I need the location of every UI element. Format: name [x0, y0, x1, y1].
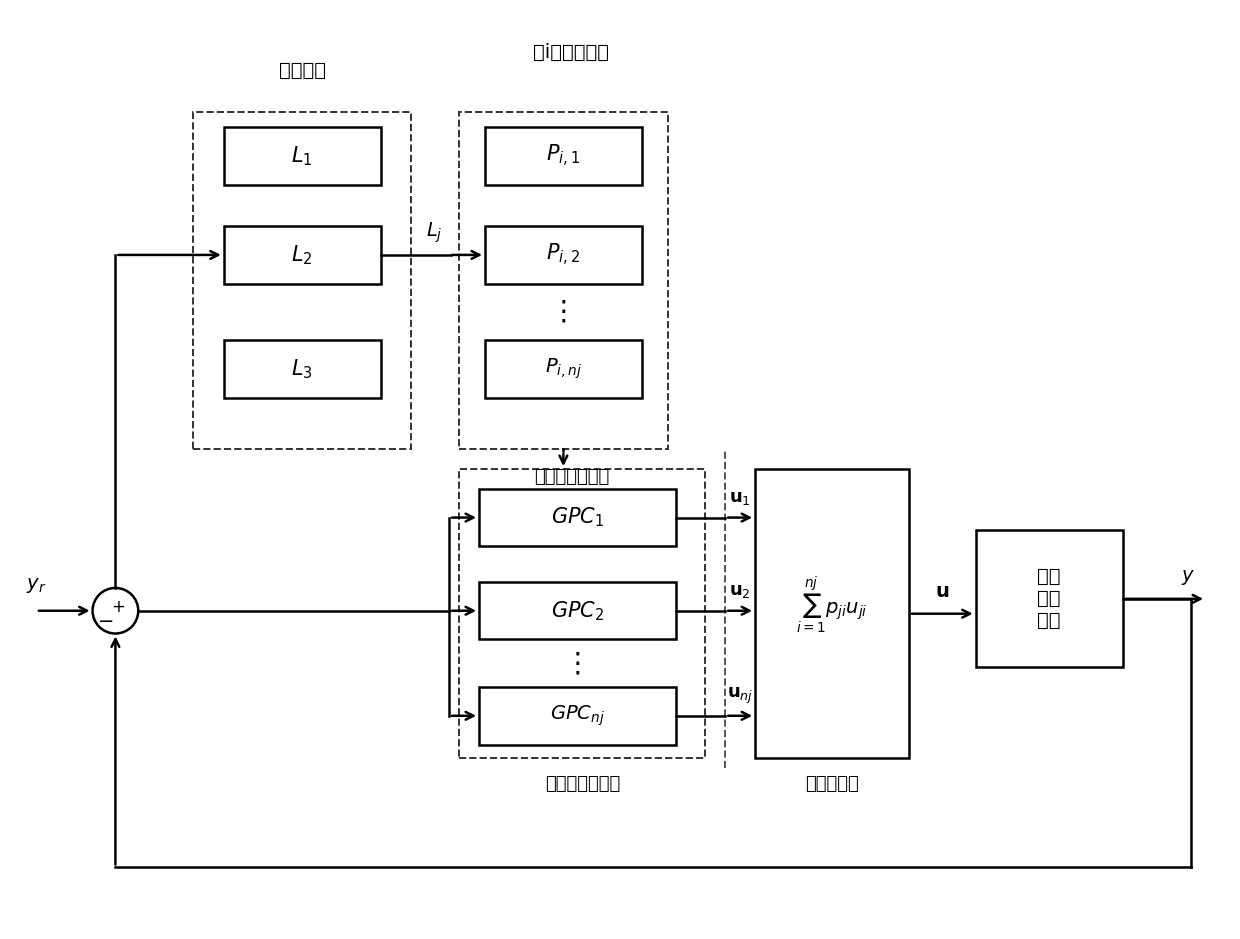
- Text: 广义预测控制器: 广义预测控制器: [544, 776, 620, 793]
- Text: ⋮: ⋮: [549, 298, 578, 326]
- Text: 设计预测控制器: 设计预测控制器: [533, 468, 609, 486]
- Bar: [459, 469, 706, 759]
- Bar: [223, 226, 381, 284]
- Text: +: +: [112, 598, 125, 616]
- Text: $\sum_{i=1}^{nj}p_{ji}u_{ji}$: $\sum_{i=1}^{nj}p_{ji}u_{ji}$: [796, 576, 868, 637]
- Bar: [193, 112, 412, 449]
- Text: −: −: [98, 612, 114, 631]
- Text: $L_1$: $L_1$: [291, 144, 312, 167]
- Text: $P_{i,nj}$: $P_{i,nj}$: [544, 357, 582, 381]
- Text: $GPC_2$: $GPC_2$: [551, 599, 604, 623]
- Text: 再热
汽温
系统: 再热 汽温 系统: [1038, 567, 1061, 630]
- Bar: [223, 340, 381, 397]
- Bar: [485, 226, 642, 284]
- Text: $P_{i,2}$: $P_{i,2}$: [547, 242, 580, 268]
- Bar: [223, 127, 381, 185]
- Text: $GPC_{nj}$: $GPC_{nj}$: [549, 703, 605, 728]
- Text: $\mathbf{u}_{nj}$: $\mathbf{u}_{nj}$: [727, 685, 754, 706]
- Text: 层级调度: 层级调度: [279, 61, 326, 80]
- Bar: [485, 127, 642, 185]
- Bar: [976, 531, 1122, 668]
- Text: $\mathbf{u}_2$: $\mathbf{u}_2$: [729, 582, 751, 600]
- Text: $L_j$: $L_j$: [427, 221, 443, 245]
- Text: $L_2$: $L_2$: [291, 243, 312, 267]
- Text: 第i层子模型集: 第i层子模型集: [533, 43, 609, 62]
- Text: $y$: $y$: [1180, 567, 1195, 587]
- Text: 控制量加权: 控制量加权: [805, 776, 859, 793]
- Text: $\mathbf{u}_1$: $\mathbf{u}_1$: [729, 488, 751, 507]
- Text: ⋮: ⋮: [563, 649, 591, 677]
- Text: $P_{i,1}$: $P_{i,1}$: [547, 143, 580, 169]
- Bar: [459, 112, 667, 449]
- Circle shape: [93, 588, 138, 634]
- Text: $GPC_1$: $GPC_1$: [551, 506, 604, 530]
- Bar: [479, 582, 676, 639]
- Text: $\mathbf{u}$: $\mathbf{u}$: [935, 582, 950, 601]
- Bar: [479, 489, 676, 546]
- Text: $L_3$: $L_3$: [291, 357, 312, 380]
- Bar: [479, 687, 676, 745]
- Bar: [755, 469, 909, 759]
- Text: $y_r$: $y_r$: [26, 577, 46, 595]
- Bar: [485, 340, 642, 397]
